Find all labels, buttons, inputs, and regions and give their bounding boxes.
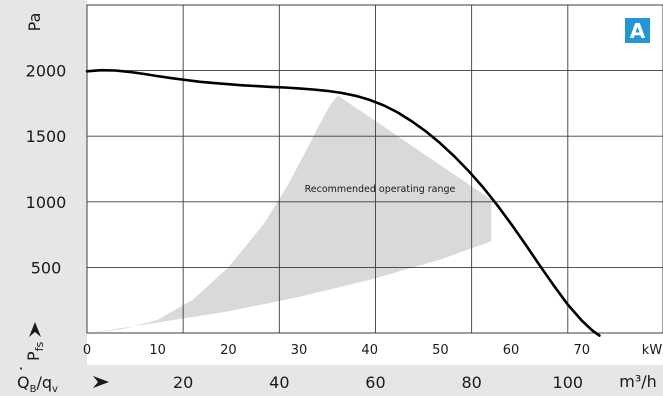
x-axis-title-sub-2: v — [52, 384, 58, 395]
x-axis-title-text: QB/qv — [17, 373, 58, 395]
x-tick-kw: 20 — [220, 343, 237, 358]
x-tick-kw: 10 — [149, 343, 166, 358]
operating-range-layer: Recommended operating range — [87, 95, 492, 333]
x-tick-kw: 40 — [361, 343, 378, 358]
y-axis-arrow-icon — [29, 322, 41, 337]
y-axis-title-text: Pfs — [24, 341, 46, 361]
y-tick-label: 500 — [31, 258, 62, 277]
x-axis-kw-unit: kW — [642, 343, 663, 358]
y-axis-title-sub: fs — [33, 341, 46, 351]
x-tick-kw: 0 — [83, 343, 91, 358]
x-axis-title-sub-1: B — [30, 384, 37, 395]
x-tick-m3h: 80 — [461, 373, 481, 392]
curve-layer — [85, 68, 601, 337]
operating-range-label: Recommended operating range — [305, 184, 456, 195]
grid-layer — [86, 4, 663, 334]
operating-range-area — [87, 95, 492, 333]
x-axis-m3h-unit: m³/h — [619, 372, 657, 391]
fan-curve-line — [85, 68, 601, 337]
y-tick-label: 2000 — [26, 62, 67, 81]
x-axis-title: QB/qv · — [17, 359, 109, 395]
flow-dot-icon: · — [18, 359, 23, 378]
x-axis-label-band — [0, 365, 663, 396]
x-tick-kw: 60 — [503, 343, 520, 358]
x-axis-title-main: Q — [17, 373, 30, 392]
x-tick-m3h: 100 — [553, 373, 584, 392]
y-axis-label-band — [0, 0, 87, 365]
plot-frame — [86, 4, 663, 334]
badge-label: A — [630, 19, 646, 43]
y-axis-unit: Pa — [25, 13, 44, 32]
x-axis-arrow-icon — [93, 376, 109, 388]
x-tick-kw: 70 — [573, 343, 590, 358]
y-axis-title-main: P — [24, 351, 43, 361]
y-tick-label: 1500 — [26, 127, 67, 146]
badge-box — [625, 18, 650, 43]
x-tick-kw: 50 — [432, 343, 449, 358]
x-axis-title-sep: /q — [36, 373, 52, 392]
x-tick-m3h: 20 — [173, 373, 193, 392]
x-tick-m3h: 40 — [269, 373, 289, 392]
x-tick-m3h: 60 — [365, 373, 385, 392]
y-axis-title: Pfs — [24, 322, 46, 361]
x-tick-kw: 30 — [291, 343, 308, 358]
y-tick-label: 1000 — [26, 193, 67, 212]
